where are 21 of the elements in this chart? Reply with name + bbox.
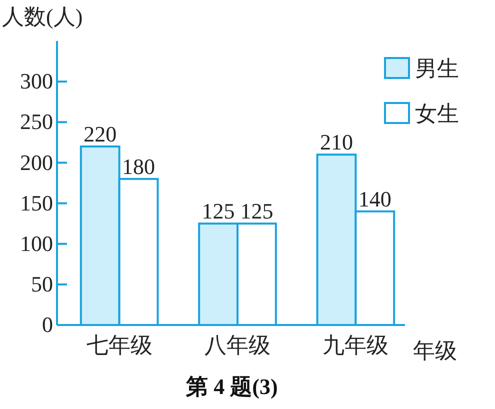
y-tick-label: 50: [31, 271, 53, 296]
text: 第 4 题(3): [185, 374, 278, 399]
data-label: 210: [320, 130, 353, 155]
y-tick-label: 150: [20, 190, 53, 216]
data-label: 220: [84, 121, 117, 146]
y-axis-title: 人数(人): [2, 4, 83, 29]
data-label: 125: [240, 198, 274, 224]
y-tick-label: 250: [20, 109, 53, 134]
x-tick-label: 七年级: [86, 332, 152, 358]
data-label: 125: [202, 198, 235, 224]
y-tick-label: 200: [20, 150, 53, 175]
y-tick-label: 100: [20, 230, 53, 256]
y-tick-label: 300: [20, 68, 53, 94]
y-tick-label: 0: [42, 312, 53, 338]
legend-label: 男生: [415, 56, 459, 81]
legend-label: 女生: [415, 101, 459, 126]
data-label: 180: [122, 154, 156, 179]
x-tick-label: 九年级: [322, 332, 389, 358]
x-tick-label: 八年级: [204, 332, 270, 358]
data-label: 140: [358, 186, 392, 212]
x-axis-title: 年级: [413, 338, 457, 363]
